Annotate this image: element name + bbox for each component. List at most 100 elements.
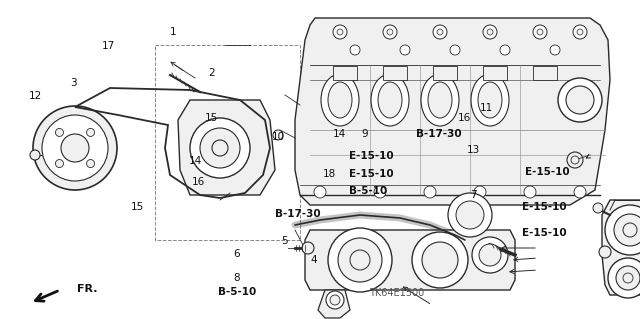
Text: E-15-10: E-15-10: [349, 169, 394, 179]
Circle shape: [456, 201, 484, 229]
Circle shape: [314, 186, 326, 198]
Circle shape: [374, 186, 386, 198]
Text: 12: 12: [29, 91, 42, 101]
Bar: [433, 66, 457, 80]
Ellipse shape: [321, 74, 359, 126]
Text: B-5-10: B-5-10: [349, 186, 387, 197]
Circle shape: [474, 186, 486, 198]
Text: 14: 14: [189, 156, 202, 166]
Text: E-15-10: E-15-10: [349, 151, 394, 161]
Text: 2: 2: [208, 68, 214, 78]
Circle shape: [577, 29, 583, 35]
Ellipse shape: [421, 74, 459, 126]
Text: 15: 15: [205, 113, 218, 123]
Circle shape: [483, 25, 497, 39]
Circle shape: [212, 140, 228, 156]
Text: 1: 1: [170, 27, 176, 37]
Circle shape: [550, 45, 560, 55]
Circle shape: [333, 25, 347, 39]
Text: 18: 18: [323, 169, 336, 179]
Circle shape: [33, 106, 117, 190]
Text: TK64E1500: TK64E1500: [369, 288, 424, 299]
Text: E-15-10: E-15-10: [522, 202, 566, 212]
Circle shape: [448, 193, 492, 237]
Text: 10: 10: [272, 132, 285, 142]
Circle shape: [573, 25, 587, 39]
Circle shape: [424, 186, 436, 198]
Circle shape: [422, 242, 458, 278]
Circle shape: [328, 228, 392, 292]
Circle shape: [190, 118, 250, 178]
Circle shape: [533, 25, 547, 39]
Circle shape: [326, 291, 344, 309]
Circle shape: [302, 242, 314, 254]
Text: 11: 11: [480, 103, 493, 114]
Ellipse shape: [371, 74, 409, 126]
Text: 8: 8: [234, 272, 240, 283]
Text: 5: 5: [282, 236, 288, 246]
Polygon shape: [602, 200, 640, 295]
Circle shape: [574, 186, 586, 198]
Circle shape: [450, 45, 460, 55]
Text: B-17-30: B-17-30: [275, 209, 321, 219]
Circle shape: [567, 152, 583, 168]
Circle shape: [500, 45, 510, 55]
Circle shape: [616, 266, 640, 290]
Circle shape: [537, 29, 543, 35]
Bar: [383, 66, 407, 80]
Bar: [483, 66, 507, 80]
Circle shape: [400, 45, 410, 55]
Circle shape: [86, 160, 95, 167]
Bar: [533, 66, 557, 80]
Polygon shape: [305, 230, 515, 290]
Circle shape: [433, 25, 447, 39]
Circle shape: [350, 45, 360, 55]
Text: 3: 3: [70, 78, 77, 88]
Polygon shape: [295, 18, 610, 205]
Bar: [155, 45, 300, 240]
Ellipse shape: [378, 82, 402, 118]
Circle shape: [437, 29, 443, 35]
Circle shape: [566, 86, 594, 114]
Text: 16: 16: [192, 177, 205, 187]
Bar: [333, 66, 357, 80]
Circle shape: [605, 205, 640, 255]
Text: 15: 15: [131, 202, 144, 212]
Circle shape: [599, 246, 611, 258]
Text: E-15-10: E-15-10: [522, 228, 566, 238]
Circle shape: [56, 160, 63, 167]
Circle shape: [571, 156, 579, 164]
Circle shape: [337, 29, 343, 35]
Text: 17: 17: [102, 41, 115, 51]
Circle shape: [412, 232, 468, 288]
Circle shape: [61, 134, 89, 162]
Circle shape: [330, 295, 340, 305]
Circle shape: [487, 29, 493, 35]
Circle shape: [472, 237, 508, 273]
Circle shape: [593, 203, 603, 213]
Circle shape: [383, 25, 397, 39]
Text: 9: 9: [362, 129, 368, 139]
Circle shape: [623, 273, 633, 283]
Text: FR.: FR.: [77, 284, 97, 294]
Circle shape: [623, 223, 637, 237]
Ellipse shape: [328, 82, 352, 118]
Circle shape: [524, 186, 536, 198]
Circle shape: [387, 29, 393, 35]
Text: 16: 16: [458, 113, 470, 123]
Text: 4: 4: [310, 255, 317, 265]
Text: B-17-30: B-17-30: [416, 129, 461, 139]
Circle shape: [479, 244, 501, 266]
Circle shape: [42, 115, 108, 181]
Circle shape: [558, 78, 602, 122]
Text: E-15-10: E-15-10: [525, 167, 570, 177]
Circle shape: [614, 214, 640, 246]
Circle shape: [56, 129, 63, 137]
Circle shape: [273, 130, 283, 140]
Circle shape: [200, 128, 240, 168]
Ellipse shape: [471, 74, 509, 126]
Polygon shape: [178, 100, 275, 195]
Circle shape: [30, 150, 40, 160]
Circle shape: [338, 238, 382, 282]
Circle shape: [608, 258, 640, 298]
